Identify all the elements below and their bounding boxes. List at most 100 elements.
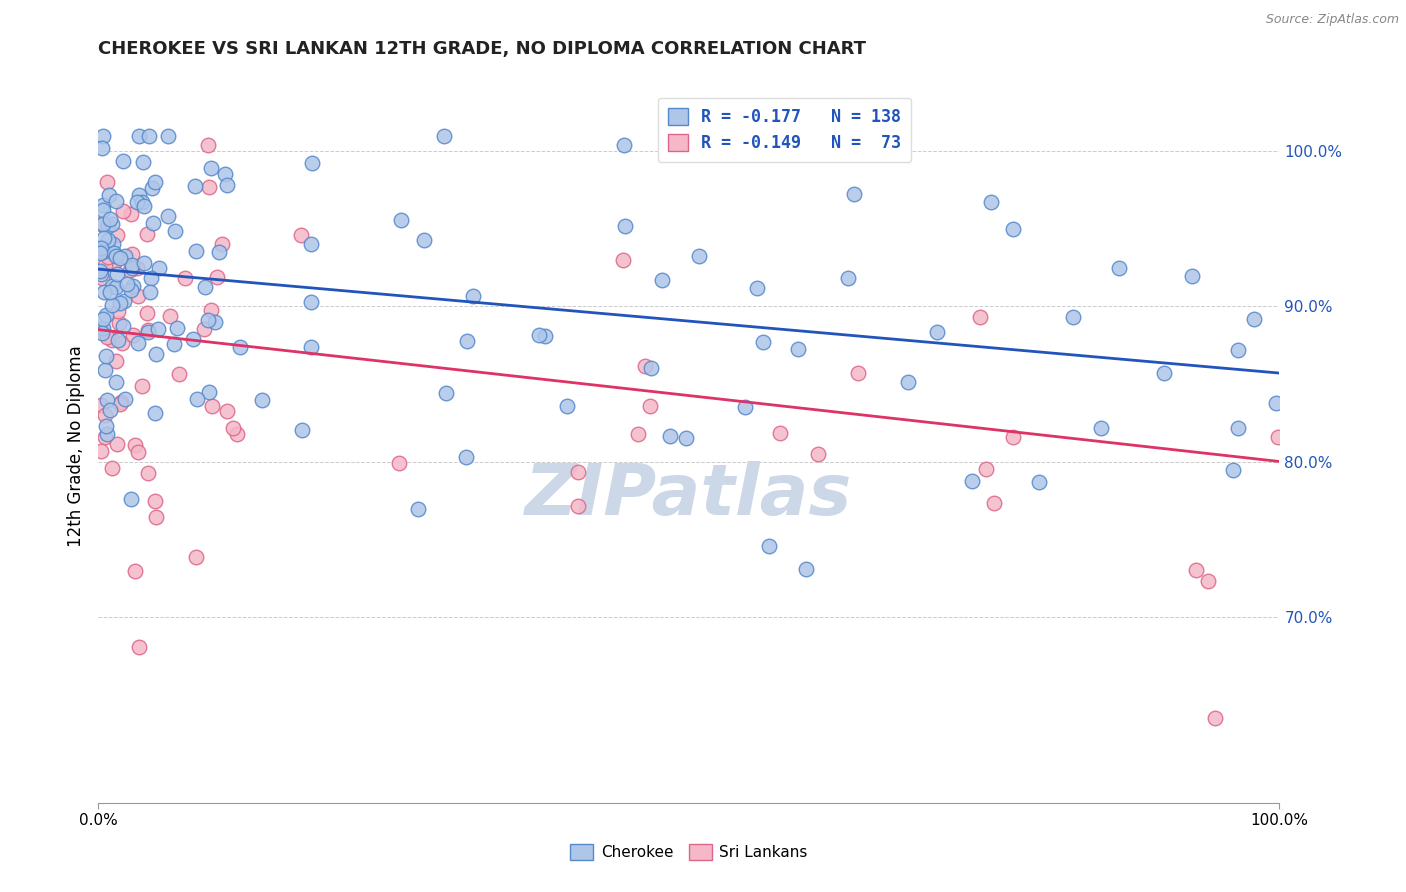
Point	[96, 309, 118, 323]
Point	[388, 456, 411, 470]
Point	[1002, 430, 1025, 444]
Point	[98, 285, 121, 299]
Point	[167, 367, 190, 381]
Point	[121, 260, 143, 275]
Point	[291, 423, 314, 437]
Point	[627, 426, 650, 441]
Point	[131, 194, 153, 209]
Point	[204, 315, 226, 329]
Point	[758, 539, 780, 553]
Point	[120, 283, 142, 297]
Point	[141, 271, 163, 285]
Point	[156, 210, 179, 224]
Point	[94, 258, 117, 272]
Point	[89, 263, 111, 277]
Point	[124, 564, 146, 578]
Point	[651, 272, 673, 286]
Point	[100, 218, 122, 232]
Point	[91, 198, 114, 212]
Point	[214, 168, 236, 182]
Point	[201, 399, 224, 413]
Point	[159, 309, 181, 323]
Point	[197, 313, 219, 327]
Point	[215, 178, 238, 192]
Point	[97, 250, 120, 264]
Point	[980, 194, 1002, 209]
Point	[115, 277, 138, 291]
Point	[110, 251, 132, 265]
Point	[612, 252, 634, 267]
Point	[960, 474, 983, 488]
Point	[634, 359, 657, 374]
Point	[94, 350, 117, 364]
Point	[211, 237, 233, 252]
Point	[105, 228, 128, 243]
Point	[747, 281, 769, 295]
Point	[110, 397, 132, 411]
Point	[186, 244, 208, 259]
Point	[91, 128, 114, 143]
Point	[103, 256, 125, 270]
Point	[104, 354, 127, 368]
Point	[104, 376, 127, 390]
Point	[128, 128, 150, 143]
Point	[198, 179, 221, 194]
Point	[567, 499, 589, 513]
Point	[659, 428, 682, 442]
Point	[91, 202, 114, 217]
Point	[146, 322, 169, 336]
Point	[91, 323, 114, 337]
Point	[91, 217, 114, 231]
Point	[136, 466, 159, 480]
Point	[897, 376, 920, 390]
Point	[121, 328, 143, 343]
Point	[217, 404, 239, 418]
Point	[165, 224, 187, 238]
Point	[433, 128, 456, 143]
Point	[104, 280, 127, 294]
Point	[141, 181, 163, 195]
Point	[138, 325, 160, 339]
Point	[101, 237, 124, 252]
Point	[1222, 463, 1244, 477]
Point	[186, 549, 208, 564]
Point	[101, 334, 124, 348]
Point	[1265, 396, 1288, 410]
Point	[1226, 421, 1249, 435]
Point	[927, 325, 949, 339]
Point	[131, 379, 153, 393]
Point	[104, 249, 127, 263]
Point	[101, 460, 124, 475]
Point	[638, 399, 661, 413]
Point	[121, 258, 143, 272]
Point	[183, 179, 205, 194]
Point	[127, 335, 149, 350]
Point	[406, 501, 429, 516]
Point	[128, 188, 150, 202]
Point	[290, 227, 312, 242]
Point	[143, 493, 166, 508]
Point	[90, 398, 112, 412]
Point	[299, 340, 322, 354]
Point	[98, 212, 121, 227]
Point	[145, 347, 167, 361]
Point	[136, 306, 159, 320]
Point	[413, 233, 436, 247]
Point	[1227, 343, 1250, 357]
Point	[221, 421, 243, 435]
Point	[142, 216, 165, 230]
Point	[186, 392, 208, 406]
Point	[121, 246, 143, 260]
Text: Source: ZipAtlas.com: Source: ZipAtlas.com	[1265, 13, 1399, 27]
Point	[101, 298, 124, 312]
Point	[128, 640, 150, 655]
Point	[197, 138, 219, 153]
Point	[807, 447, 830, 461]
Point	[613, 219, 636, 233]
Point	[200, 161, 222, 176]
Point	[103, 245, 125, 260]
Point	[108, 316, 131, 330]
Point	[1153, 366, 1175, 380]
Point	[640, 360, 662, 375]
Point	[1243, 312, 1265, 326]
